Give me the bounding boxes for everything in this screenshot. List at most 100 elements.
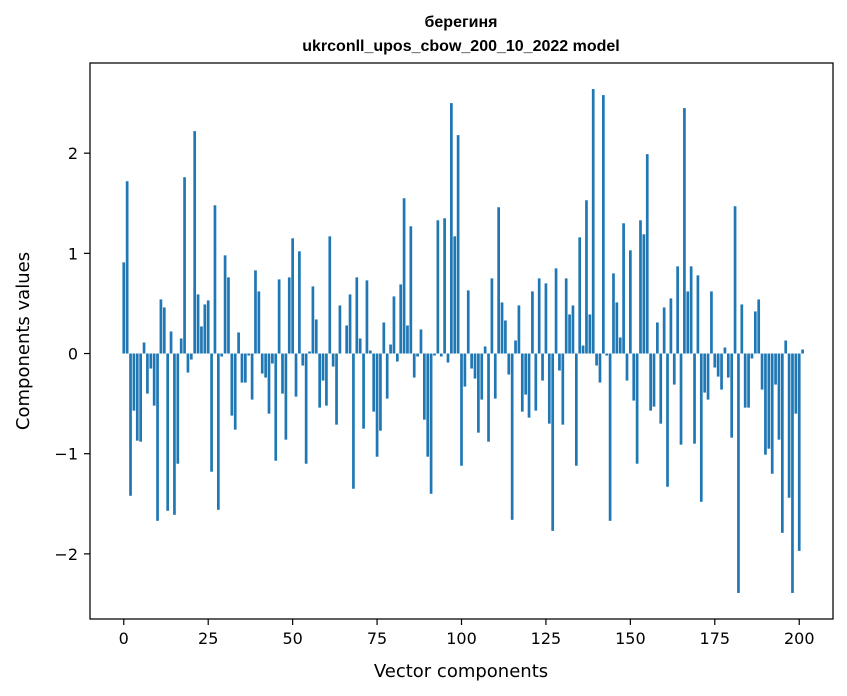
bar-118: [520, 353, 524, 412]
bar-36: [244, 353, 247, 383]
bar-34: [237, 332, 240, 354]
bar-10: [156, 353, 159, 521]
bar-160: [662, 307, 666, 354]
bar-68: [352, 353, 355, 489]
bar-139: [591, 89, 595, 354]
bar-73: [368, 350, 372, 354]
bar-175: [713, 353, 717, 368]
bar-166: [683, 108, 686, 354]
bar-149: [625, 353, 629, 381]
bar-159: [659, 353, 663, 424]
bar-81: [395, 353, 399, 362]
bar-38: [250, 353, 254, 400]
bar-115: [510, 353, 514, 520]
bar-180: [730, 353, 734, 438]
bar-169: [693, 353, 696, 444]
x-tick-label: 25: [198, 629, 218, 648]
bar-11: [159, 299, 163, 354]
x-tick-label: 200: [784, 629, 815, 648]
bar-6: [142, 342, 146, 354]
bar-30: [223, 255, 227, 354]
x-tick-label: 125: [531, 629, 562, 648]
bar-67: [348, 294, 352, 354]
bar-177: [720, 353, 723, 390]
bar-155: [645, 154, 649, 354]
y-tick-label: 1: [68, 244, 78, 263]
bar-33: [233, 353, 237, 430]
bar-121: [531, 291, 534, 354]
bar-20: [189, 353, 193, 360]
bar-170: [696, 275, 700, 354]
bar-196: [784, 340, 788, 354]
bar-16: [176, 353, 180, 464]
bar-200: [797, 353, 801, 551]
bar-178: [723, 347, 727, 354]
bar-124: [541, 353, 544, 381]
y-tick-label: −2: [54, 545, 78, 564]
bar-162: [669, 298, 673, 354]
bar-2: [129, 353, 132, 496]
bar-40: [257, 291, 261, 354]
bar-128: [554, 268, 558, 354]
bar-90: [426, 353, 430, 457]
bar-130: [561, 353, 565, 425]
bar-98: [453, 236, 457, 354]
bar-161: [666, 353, 669, 487]
bar-182: [737, 353, 740, 593]
bar-201: [801, 349, 804, 354]
bar-13: [166, 353, 170, 511]
bar-57: [314, 319, 318, 354]
bar-5: [139, 353, 143, 442]
bar-165: [679, 353, 683, 445]
bar-154: [642, 234, 646, 354]
bar-142: [601, 95, 605, 354]
chart-title-line2: ukrconll_upos_cbow_200_10_2022 model: [302, 38, 619, 55]
x-axis-ticks: 0 25 50 75 100 125 150 175 200: [119, 619, 815, 648]
bar-146: [615, 302, 619, 354]
bar-120: [527, 353, 531, 418]
bar-12: [162, 307, 166, 354]
bar-31: [227, 277, 230, 354]
bar-156: [649, 353, 652, 411]
bar-18: [183, 177, 186, 354]
bar-173: [706, 353, 710, 400]
bar-168: [689, 266, 693, 354]
bar-58: [318, 353, 321, 408]
bar-163: [672, 353, 676, 385]
bar-107: [483, 346, 487, 354]
bar-145: [612, 273, 615, 354]
bar-137: [585, 200, 588, 354]
bar-46: [277, 279, 281, 354]
bar-184: [743, 353, 747, 408]
bar-23: [200, 326, 203, 354]
bar-97: [450, 103, 453, 354]
bar-35: [240, 353, 244, 383]
y-tick-label: −1: [54, 445, 78, 464]
bar-158: [656, 322, 659, 354]
bar-51: [294, 353, 298, 397]
bar-88: [419, 329, 423, 354]
bar-48: [284, 353, 288, 440]
bar-131: [564, 278, 568, 354]
bar-129: [558, 353, 561, 371]
bar-102: [466, 290, 470, 354]
bar-50: [291, 238, 294, 354]
bar-189: [760, 353, 764, 390]
bar-54: [304, 353, 308, 464]
bar-95: [443, 218, 446, 354]
bar-126: [547, 353, 551, 424]
bar-148: [622, 223, 625, 354]
bar-37: [247, 353, 251, 356]
bar-78: [385, 353, 389, 399]
bar-52: [298, 251, 301, 354]
bar-109: [490, 278, 494, 354]
bar-0: [122, 262, 126, 354]
bar-15: [173, 353, 176, 515]
bar-134: [574, 353, 578, 466]
bar-61: [328, 236, 332, 354]
bar-28: [216, 353, 220, 510]
bar-89: [423, 353, 426, 420]
bar-141: [598, 353, 602, 383]
bar-191: [767, 353, 771, 449]
bar-151: [632, 353, 636, 401]
